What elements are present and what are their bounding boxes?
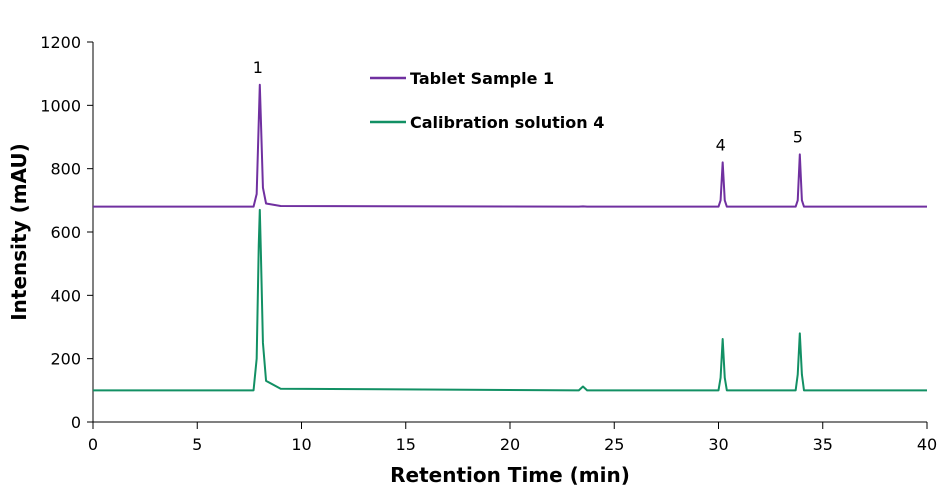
y-tick-label: 400 (50, 286, 81, 305)
y-axis-title: Intensity (mAU) (7, 143, 31, 321)
peak-label: 1 (253, 58, 263, 77)
x-tick-label: 20 (500, 435, 520, 454)
x-tick-label: 25 (604, 435, 624, 454)
y-tick-label: 600 (50, 223, 81, 242)
series-line (93, 83, 927, 208)
y-tick-label: 1000 (40, 96, 81, 115)
x-tick-label: 30 (708, 435, 728, 454)
y-tick-label: 0 (71, 413, 81, 432)
y-tick-label: 1200 (40, 33, 81, 52)
x-tick-label: 40 (917, 435, 937, 454)
x-tick-label: 10 (291, 435, 311, 454)
x-tick-label: 35 (813, 435, 833, 454)
x-tick-label: 0 (88, 435, 98, 454)
peak-label: 5 (793, 127, 803, 146)
legend-label: Tablet Sample 1 (410, 69, 554, 88)
series-line (93, 208, 927, 392)
y-tick-label: 200 (50, 350, 81, 369)
x-axis-title: Retention Time (min) (390, 463, 630, 487)
y-tick-label: 800 (50, 160, 81, 179)
peak-label: 4 (716, 135, 726, 154)
x-tick-label: 5 (192, 435, 202, 454)
legend-label: Calibration solution 4 (410, 113, 604, 132)
x-tick-label: 15 (396, 435, 416, 454)
